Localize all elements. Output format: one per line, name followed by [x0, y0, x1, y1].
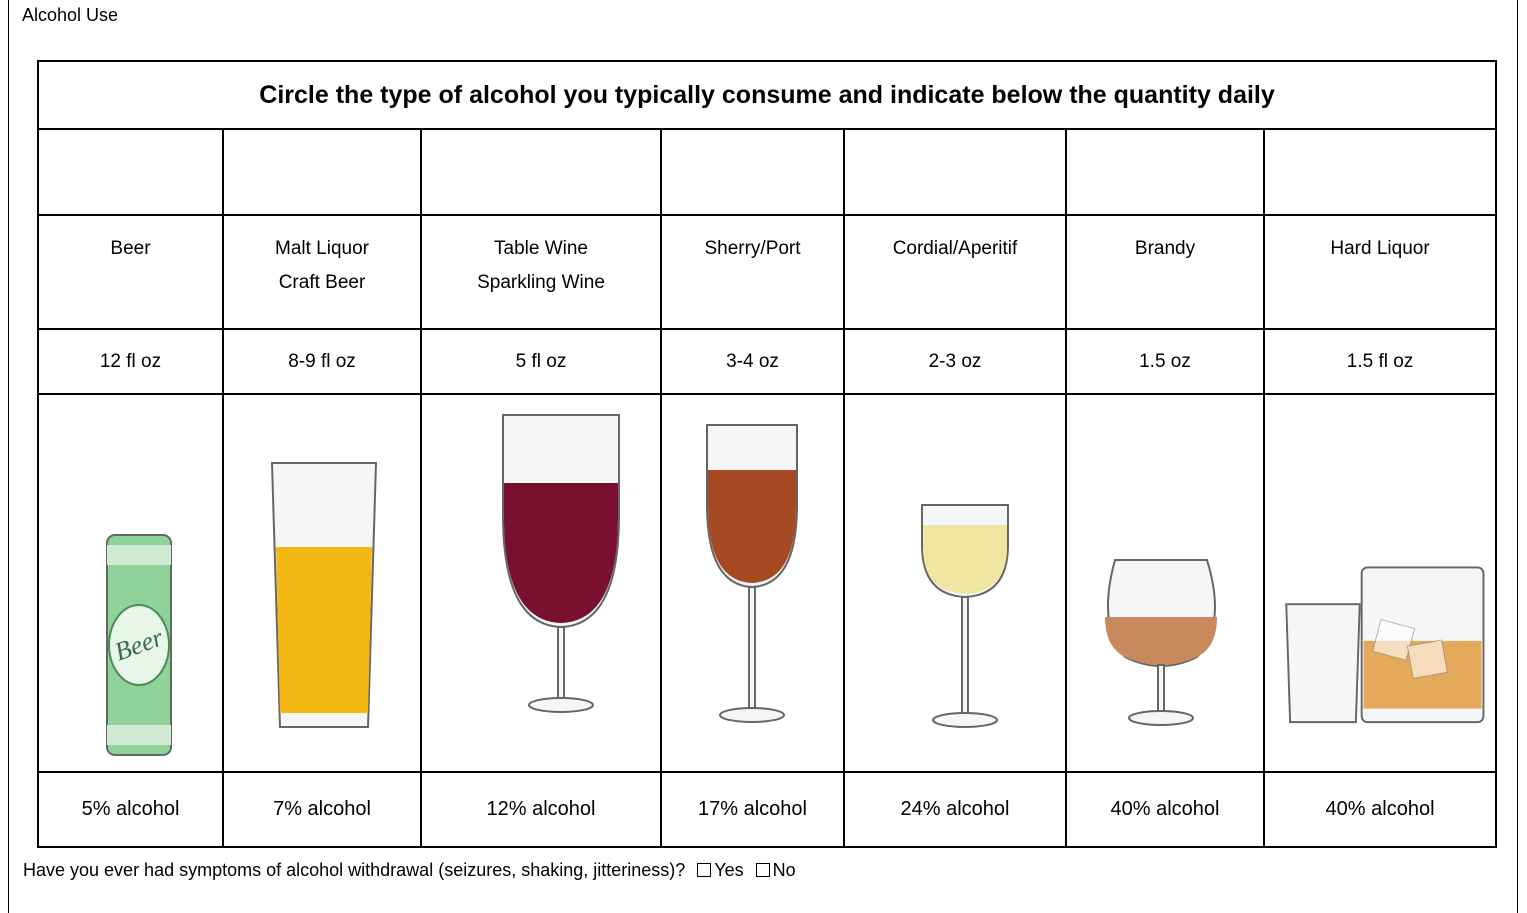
drink-image	[1066, 394, 1264, 772]
drink-illustration	[224, 395, 424, 765]
section-title: Alcohol Use	[22, 5, 118, 26]
quantity: 1.5 fl oz	[1264, 329, 1496, 394]
name-line: Craft Beer	[224, 266, 420, 300]
drink-image	[421, 394, 661, 772]
quantity: 3-4 oz	[661, 329, 844, 394]
alcohol-percent: 17% alcohol	[661, 772, 844, 847]
name-line: Sherry/Port	[662, 232, 843, 266]
name-line: Brandy	[1067, 232, 1263, 266]
table-title: Circle the type of alcohol you typically…	[38, 61, 1496, 129]
drink-image: Beer	[38, 394, 223, 772]
name-line: Beer	[39, 232, 222, 266]
alcohol-percent: 40% alcohol	[1066, 772, 1264, 847]
form: Alcohol Use Circle the type of alcohol y…	[0, 0, 1527, 913]
alcohol-percent: 12% alcohol	[421, 772, 661, 847]
drink-illustration: Beer	[39, 395, 239, 765]
quantity: 5 fl oz	[421, 329, 661, 394]
blank-cell	[38, 129, 223, 215]
checkbox[interactable]	[697, 863, 711, 877]
option-label: No	[773, 860, 796, 880]
drink-image	[661, 394, 844, 772]
name-line: Cordial/Aperitif	[845, 232, 1065, 266]
drink-name: Hard Liquor	[1264, 215, 1496, 329]
page: Alcohol Use Circle the type of alcohol y…	[0, 0, 1527, 913]
blank-cell	[1264, 129, 1496, 215]
alcohol-table: Circle the type of alcohol you typically…	[37, 60, 1497, 848]
alcohol-percent: 5% alcohol	[38, 772, 223, 847]
alcohol-percent: 7% alcohol	[223, 772, 421, 847]
drink-image	[1264, 394, 1496, 772]
alcohol-percent: 24% alcohol	[844, 772, 1066, 847]
blank-cell	[223, 129, 421, 215]
option-label: Yes	[714, 860, 743, 880]
quantity: 8-9 fl oz	[223, 329, 421, 394]
drink-image	[223, 394, 421, 772]
alcohol-percent: 40% alcohol	[1264, 772, 1496, 847]
drink-illustration	[662, 395, 862, 765]
drink-image	[844, 394, 1066, 772]
drink-illustration	[1067, 395, 1267, 765]
quantity: 2-3 oz	[844, 329, 1066, 394]
empty-row	[38, 129, 1496, 215]
options: Yes No	[685, 860, 795, 880]
drink-name: Cordial/Aperitif	[844, 215, 1066, 329]
blank-cell	[844, 129, 1066, 215]
question: Have you ever had symptoms of alcohol wi…	[23, 860, 796, 881]
checkbox[interactable]	[756, 863, 770, 877]
quantity: 12 fl oz	[38, 329, 223, 394]
name-line: Hard Liquor	[1265, 232, 1495, 266]
drink-name: Brandy	[1066, 215, 1264, 329]
drink-illustration	[855, 395, 1055, 765]
drink-name: Sherry/Port	[661, 215, 844, 329]
blank-cell	[421, 129, 661, 215]
img-row: Beer	[38, 394, 1496, 772]
blank-cell	[661, 129, 844, 215]
question-text: Have you ever had symptoms of alcohol wi…	[23, 860, 685, 880]
name-line: Table Wine	[422, 232, 660, 266]
drink-illustration	[441, 395, 641, 765]
quantity: 1.5 oz	[1066, 329, 1264, 394]
blank-cell	[1066, 129, 1264, 215]
drink-illustration	[1265, 395, 1497, 765]
name-line: Sparkling Wine	[422, 266, 660, 300]
name-line: Malt Liquor	[224, 232, 420, 266]
drink-name: Beer	[38, 215, 223, 329]
